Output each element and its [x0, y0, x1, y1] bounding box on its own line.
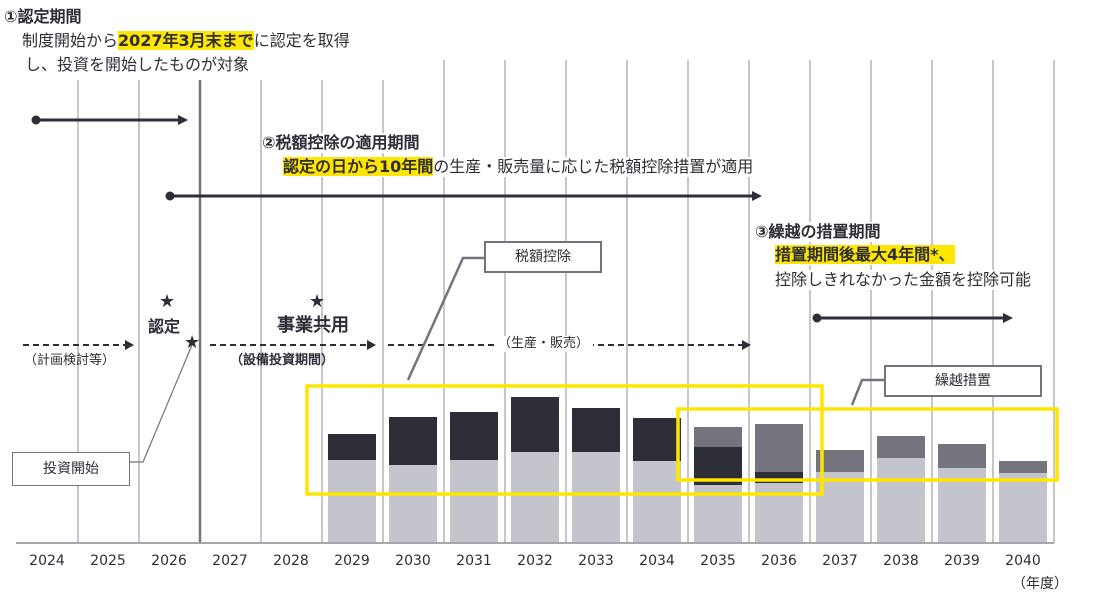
bar-carryover-2039	[938, 444, 986, 468]
bar-tax_credit-2034	[633, 418, 681, 461]
year-label: 2035	[700, 553, 736, 569]
bars	[328, 397, 1047, 543]
year-label: 2024	[29, 553, 65, 569]
investment-start-leader	[130, 344, 193, 463]
bar-tax_credit-2033	[572, 408, 620, 452]
year-label: 2036	[761, 553, 797, 569]
year-label: 2040	[1005, 553, 1041, 569]
year-label: 2026	[151, 553, 187, 569]
text: 制度開始から	[22, 31, 119, 50]
highlight-10-years: 認定の日から10年間	[283, 157, 434, 176]
year-label: 2029	[334, 553, 370, 569]
carryover-highlight-box	[676, 407, 1059, 482]
bar-tax_credit-2030	[389, 417, 437, 465]
certification-label: 認定	[148, 317, 181, 336]
planning-label: （計画検討等）	[24, 353, 116, 368]
tax-credit-highlight-box	[305, 384, 824, 496]
year-label: 2034	[639, 553, 675, 569]
section3-line2: 控除しきれなかった金額を控除可能	[775, 270, 1032, 290]
bar-tax_credit-2031	[450, 412, 498, 460]
section2-title: ②税額控除の適用期間	[262, 133, 420, 153]
bar-carryover-2036	[755, 424, 803, 472]
year-label: 2039	[944, 553, 980, 569]
bar-carryover-2038	[877, 436, 925, 458]
bar-carryover-2037	[816, 450, 864, 472]
carryover-period-arrow	[812, 313, 1013, 323]
highlight-4-years: 措置期間後最大4年間*、	[775, 245, 955, 264]
bar-base-2040	[999, 473, 1047, 543]
carryover-leader	[850, 378, 884, 406]
bar-base-2031	[450, 460, 498, 543]
tax-credit-leader	[406, 256, 484, 381]
year-label: 2027	[212, 553, 248, 569]
year-label: 2030	[395, 553, 431, 569]
production-label: （生産・販売）	[494, 336, 594, 353]
bar-base-2032	[511, 452, 559, 543]
text: に認定を取得	[253, 31, 350, 50]
star-icon: ★	[159, 291, 176, 312]
tax-credit-callout: 税額控除	[484, 241, 602, 273]
year-label: 2028	[273, 553, 309, 569]
year-label: 2038	[883, 553, 919, 569]
section1-line2: し、投資を開始したものが対象	[25, 55, 258, 75]
highlight-deadline: 2027年3月末まで	[118, 31, 254, 50]
year-label: 2031	[456, 553, 492, 569]
year-label: 2032	[517, 553, 553, 569]
bar-base-2034	[633, 461, 681, 543]
tax-credit-period-arrow	[165, 191, 762, 201]
bar-base-2033	[572, 452, 620, 543]
section3-line1: 措置期間後最大4年間*、	[775, 245, 955, 265]
section1-title: ①認定期間	[4, 7, 82, 27]
bar-tax_credit-2029	[328, 434, 376, 460]
year-label: 2025	[90, 553, 126, 569]
section2-line1: 認定の日から10年間の生産・販売量に応じた税額控除措置が適用	[283, 157, 754, 177]
investment-label: （設備投資期間）	[230, 353, 335, 368]
star-icon: ★	[309, 291, 326, 312]
section3-title: ③繰越の措置期間	[755, 222, 881, 242]
certification-period-arrow	[31, 115, 188, 125]
bar-tax_credit-2036	[755, 472, 803, 483]
bar-carryover-2035	[694, 427, 742, 447]
bar-base-2036	[755, 483, 803, 543]
carryover-callout: 繰越措置	[884, 365, 1042, 397]
bar-base-2029	[328, 460, 376, 543]
text: の生産・販売量に応じた税額控除措置が適用	[433, 157, 754, 176]
bar-base-2038	[877, 458, 925, 543]
bar-tax_credit-2032	[511, 397, 559, 452]
business-use-label: 事業共用	[277, 315, 349, 336]
section1-line1: 制度開始から2027年3月末までに認定を取得	[22, 31, 350, 51]
bar-carryover-2040	[999, 461, 1047, 473]
year-label: 2033	[578, 553, 614, 569]
investment-start-callout: 投資開始	[12, 452, 130, 486]
bar-base-2030	[389, 465, 437, 543]
star-icon: ★	[184, 332, 201, 353]
year-unit-label: （年度）	[1012, 576, 1068, 594]
bar-base-2037	[816, 472, 864, 543]
year-label: 2037	[822, 553, 858, 569]
